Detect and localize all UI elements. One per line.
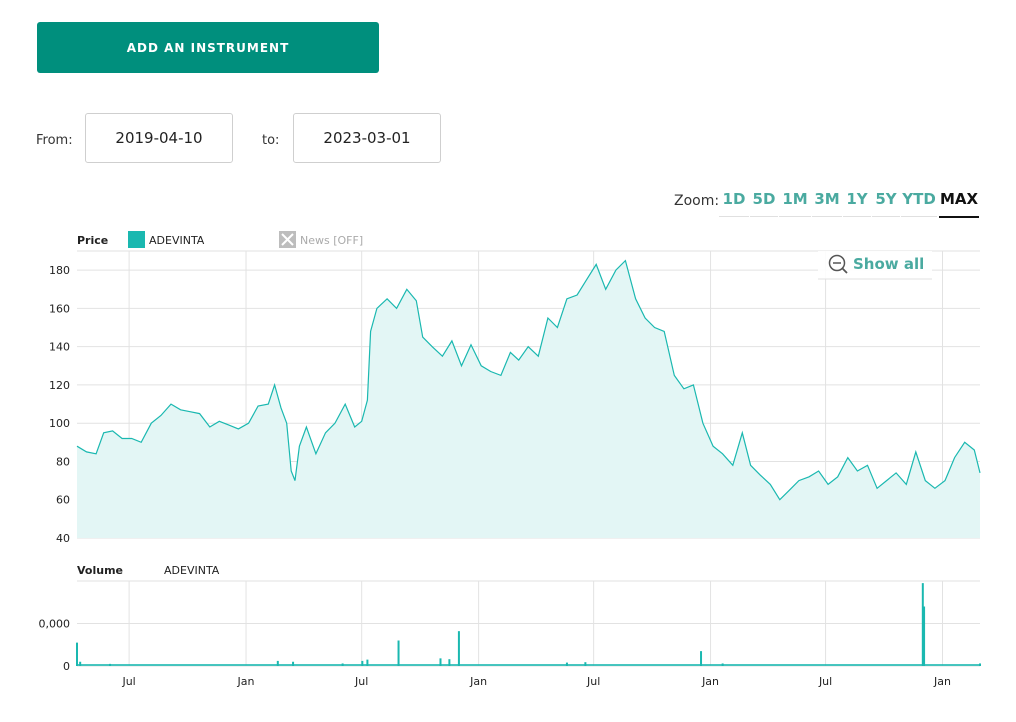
volume-bar: [366, 659, 369, 666]
news-off-icon: [281, 233, 294, 246]
news-toggle-label: News [OFF]: [300, 234, 363, 247]
x-tick-label: Jan: [701, 675, 719, 688]
price-y-ticks: 40 60 80 100 120 140 160 180: [49, 264, 70, 545]
show-all-button[interactable]: Show all: [818, 251, 932, 280]
volume-bar: [700, 651, 703, 666]
zoom-5d-button[interactable]: 5D: [750, 190, 778, 217]
volume-bar: [979, 663, 981, 666]
volume-bar: [292, 661, 295, 666]
volume-bar: [76, 642, 78, 666]
volume-bar: [565, 662, 568, 666]
x-tick-label: Jan: [469, 675, 487, 688]
volume-bar: [457, 631, 460, 666]
price-grid: [77, 250, 980, 539]
price-y-tick-label: 80: [56, 455, 70, 468]
volume-grid: [77, 580, 980, 667]
volume-y-ticks: 0 0,000: [39, 618, 71, 674]
zoom-1m-button[interactable]: 1M: [779, 190, 811, 217]
volume-bar: [341, 663, 344, 666]
price-y-tick-label: 160: [49, 302, 70, 315]
to-label: to:: [262, 133, 280, 148]
volume-y-tick-label: 0: [63, 660, 70, 673]
zoom-1d-button[interactable]: 1D: [719, 190, 749, 217]
zoom-out-icon: [828, 254, 846, 272]
x-tick-label: Jan: [933, 675, 951, 688]
zoom-label: Zoom:: [674, 193, 720, 209]
zoom-max-button[interactable]: MAX: [939, 190, 979, 218]
zoom-3m-button[interactable]: 3M: [812, 190, 842, 217]
zoom-1y-button[interactable]: 1Y: [843, 190, 871, 217]
zoom-5y-button[interactable]: 5Y: [872, 190, 900, 217]
volume-bar: [921, 583, 924, 666]
volume-bar: [584, 662, 587, 666]
x-tick-label: Jul: [354, 675, 368, 688]
volume-bar: [448, 659, 451, 666]
volume-y-tick-label: 0,000: [39, 618, 71, 631]
price-y-tick-label: 120: [49, 379, 70, 392]
volume-bar: [439, 658, 442, 666]
volume-bars: [76, 583, 981, 666]
price-legend-title: Price: [77, 234, 108, 247]
price-area: [76, 259, 981, 538]
price-y-tick-label: 100: [49, 417, 70, 430]
volume-bar: [721, 663, 724, 666]
volume-bar: [361, 660, 364, 666]
add-instrument-button[interactable]: ADD AN INSTRUMENT: [37, 22, 379, 73]
price-y-tick-label: 60: [56, 494, 70, 507]
price-y-tick-label: 180: [49, 264, 70, 277]
show-all-label: Show all: [853, 255, 924, 273]
zoom-ytd-button[interactable]: YTD: [901, 190, 937, 217]
volume-series-legend: ADEVINTA: [164, 564, 220, 577]
to-date-input[interactable]: 2023-03-01: [293, 113, 441, 163]
volume-bar: [109, 663, 112, 666]
news-toggle[interactable]: News [OFF]: [279, 231, 363, 248]
x-axis-ticks: Jul Jan Jul Jan Jul Jan Jul Jan: [121, 675, 951, 688]
price-series-legend: ADEVINTA: [149, 234, 205, 247]
from-date-input[interactable]: 2019-04-10: [85, 113, 233, 163]
x-tick-label: Jul: [586, 675, 600, 688]
volume-bar: [276, 660, 279, 666]
from-label: From:: [36, 133, 73, 148]
volume-bar: [79, 661, 82, 666]
volume-legend-title: Volume: [77, 564, 123, 577]
x-tick-label: Jul: [121, 675, 135, 688]
volume-baseline: [77, 664, 980, 666]
x-tick-label: Jul: [818, 675, 832, 688]
price-y-tick-label: 40: [56, 532, 70, 545]
price-y-tick-label: 140: [49, 341, 70, 354]
volume-bar: [397, 640, 400, 666]
x-tick-label: Jan: [237, 675, 255, 688]
price-series-line: [76, 259, 981, 501]
price-area-fill: [77, 260, 980, 538]
volume-bar: [923, 606, 926, 666]
price-series-swatch: [128, 231, 145, 248]
